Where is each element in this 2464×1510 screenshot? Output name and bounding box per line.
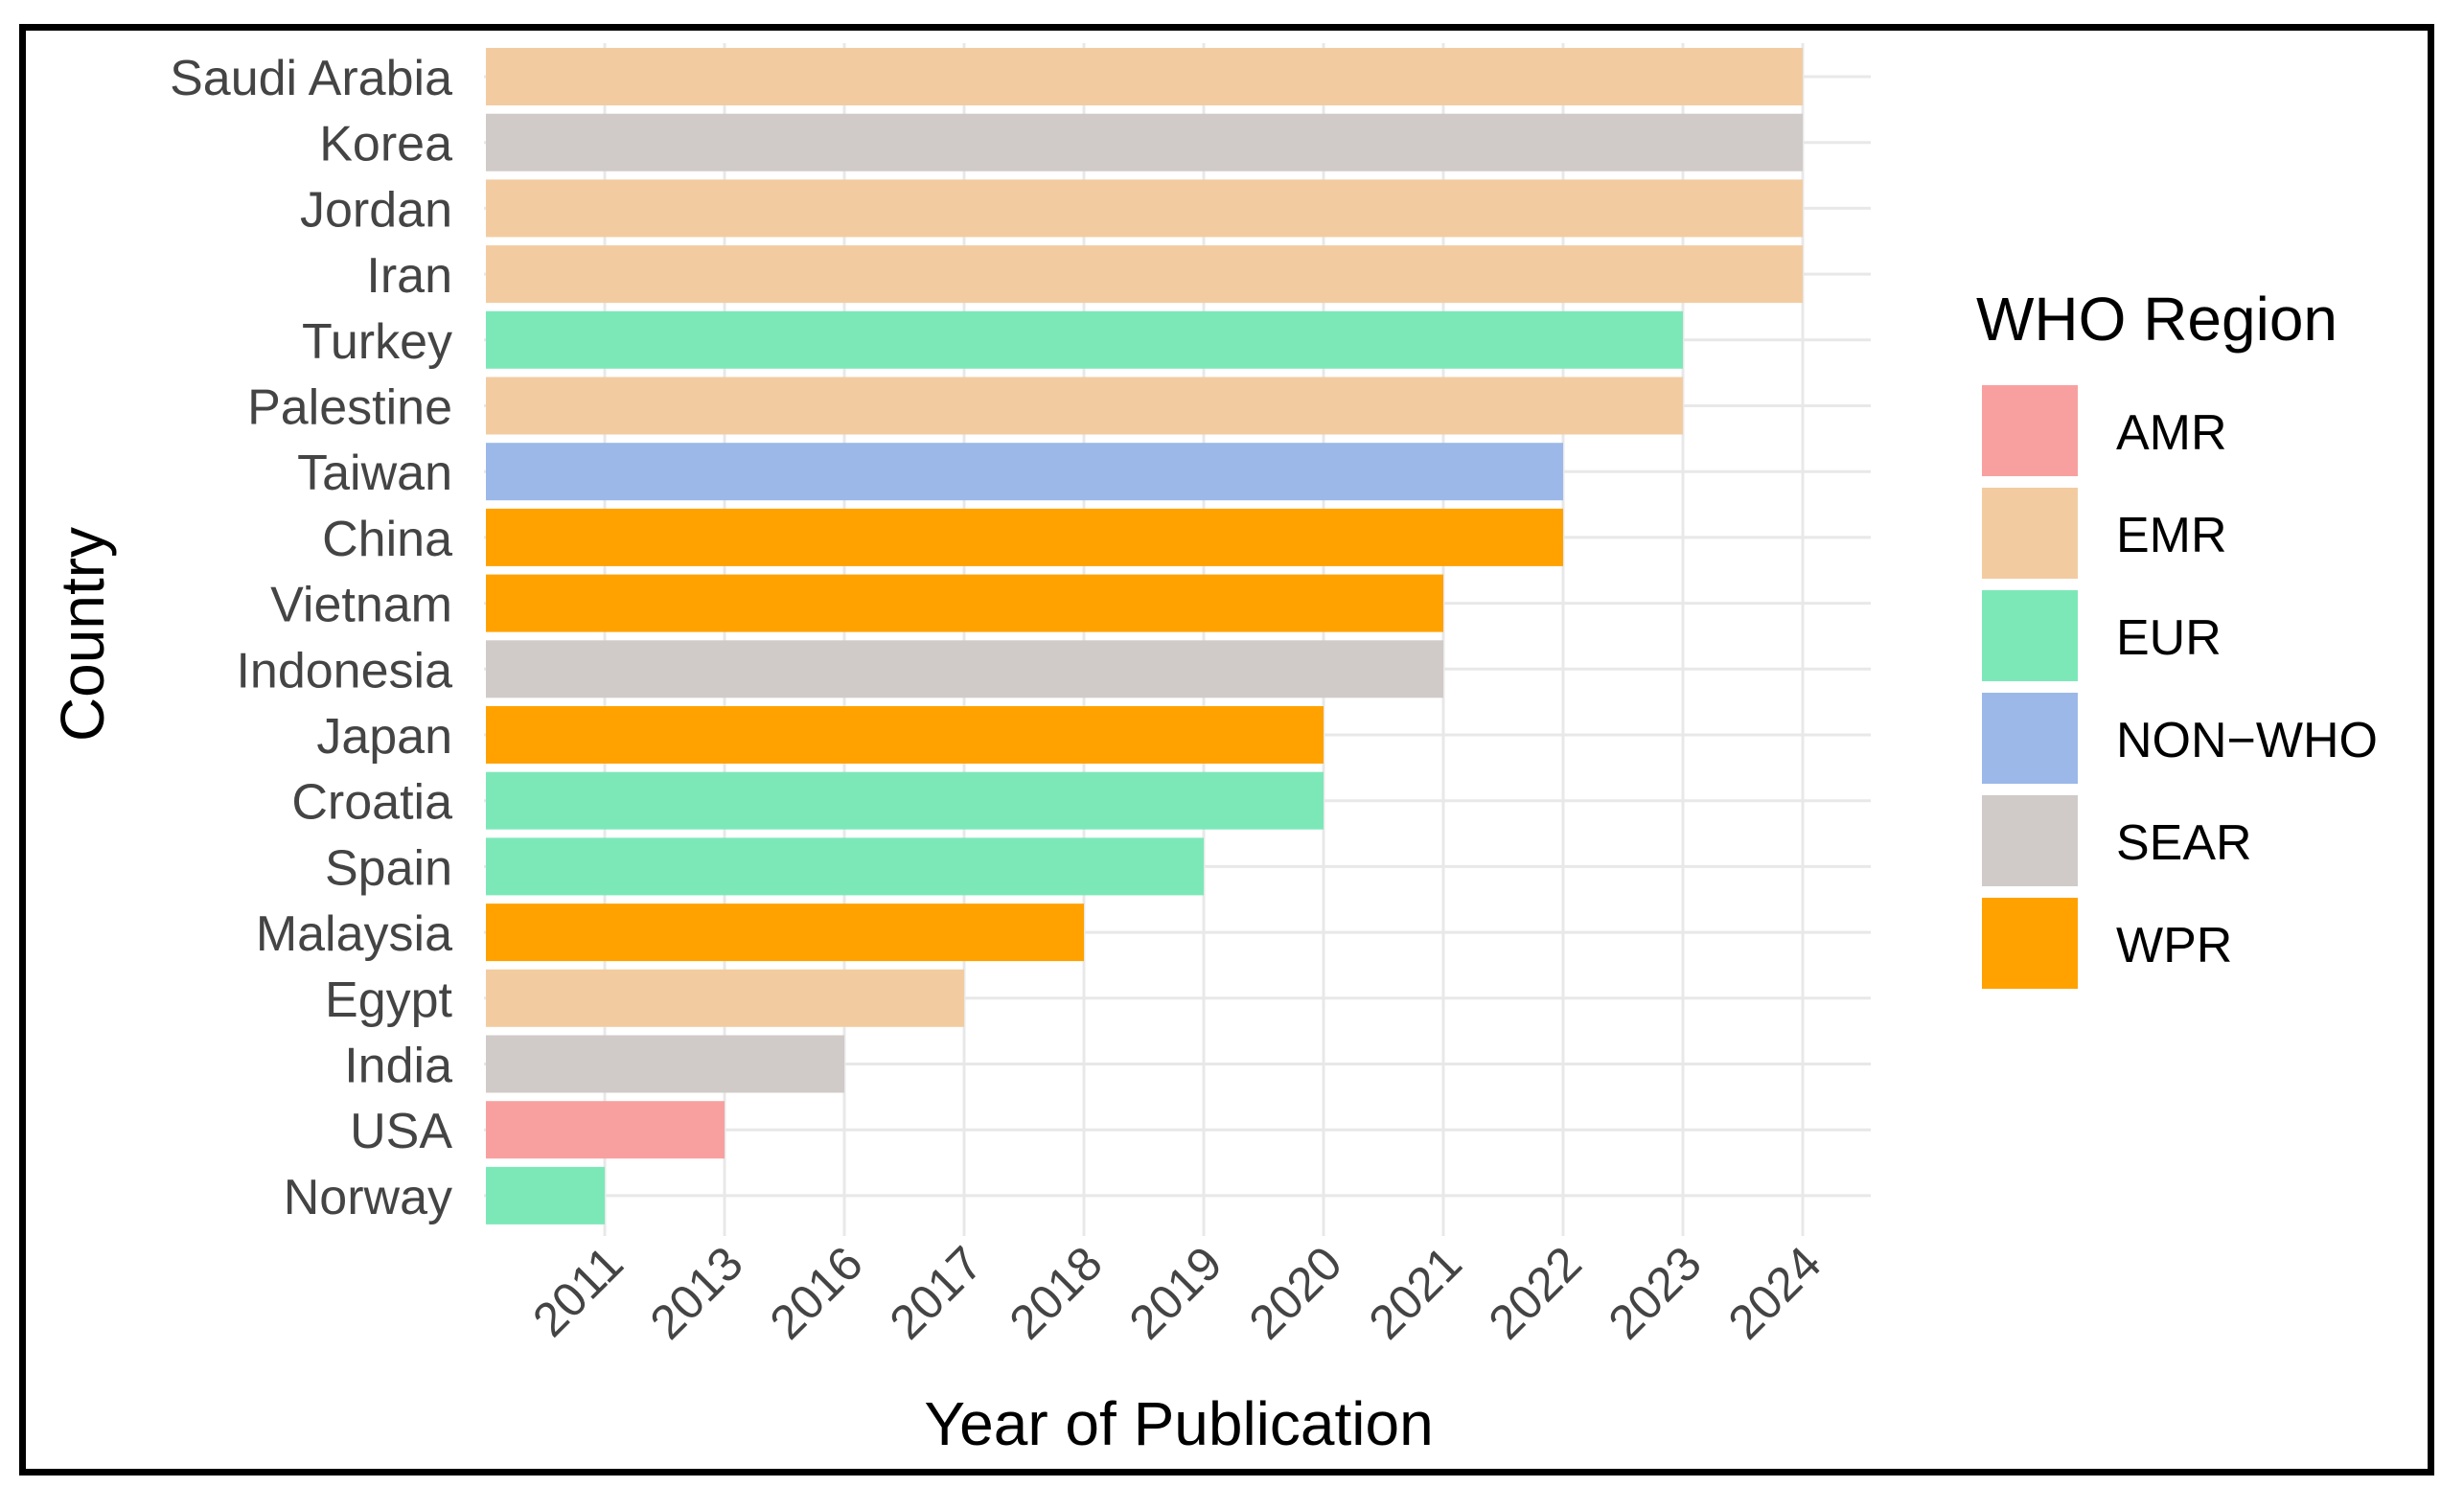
y-tick-label-china: China: [322, 512, 452, 567]
y-tick-label-croatia: Croatia: [291, 775, 452, 831]
y-tick-label-taiwan: Taiwan: [297, 446, 452, 501]
legend-label-eur: EUR: [2116, 610, 2222, 666]
x-tick-label-2021: 2021: [1359, 1236, 1472, 1349]
bar-spain: [486, 837, 1204, 896]
bar-turkey: [486, 310, 1683, 369]
legend-label-sear: SEAR: [2116, 815, 2252, 871]
bar-india: [486, 1035, 844, 1093]
x-tick-label-2011: 2011: [522, 1236, 633, 1347]
y-tick-label-malaysia: Malaysia: [256, 906, 452, 962]
y-tick-label-spain: Spain: [325, 840, 452, 896]
bar-saudi-arabia: [486, 48, 1803, 105]
bar-croatia: [486, 771, 1324, 830]
y-tick-labels: Saudi Arabia Korea Jordan Iran Turkey Palesti…: [170, 51, 452, 1225]
legend-label-wpr: WPR: [2116, 918, 2232, 973]
x-axis-title: Year of Publication: [924, 1389, 1433, 1458]
legend-title: WHO Region: [1976, 285, 2337, 354]
legend-label-amr: AMR: [2116, 405, 2227, 461]
y-axis-title: Country: [48, 527, 117, 742]
y-tick-label-indonesia: Indonesia: [236, 643, 452, 698]
y-tick-label-korea: Korea: [319, 117, 452, 172]
y-tick-label-usa: USA: [350, 1104, 452, 1159]
y-tick-label-iran: Iran: [366, 248, 452, 304]
legend-items: AMR EMR EUR NON−WHO SEAR WPR: [1982, 385, 2378, 989]
legend-label-emr: EMR: [2116, 508, 2227, 563]
x-tick-label-2024: 2024: [1718, 1236, 1831, 1349]
y-tick-label-palestine: Palestine: [247, 380, 452, 436]
y-tick-label-saudi-arabia: Saudi Arabia: [170, 51, 452, 106]
y-tick-label-turkey: Turkey: [302, 314, 452, 370]
bar-vietnam: [486, 574, 1443, 632]
legend-swatch-sear: [1982, 795, 2078, 886]
y-tick-label-india: India: [344, 1039, 452, 1094]
x-tick-label-2013: 2013: [640, 1236, 753, 1349]
legend: WHO Region AMR EMR EUR NON−WHO SEAR WPR: [1976, 285, 2378, 989]
legend-swatch-wpr: [1982, 898, 2078, 989]
bar-jordan: [486, 179, 1803, 238]
bar-taiwan: [486, 443, 1563, 501]
bar-usa: [486, 1101, 725, 1159]
legend-swatch-eur: [1982, 590, 2078, 681]
bar-palestine: [486, 377, 1683, 435]
x-tick-label-2020: 2020: [1239, 1236, 1352, 1349]
x-tick-label-2018: 2018: [1000, 1236, 1113, 1349]
bars: [486, 48, 1803, 1224]
y-tick-label-jordan: Jordan: [300, 182, 452, 238]
bar-china: [486, 508, 1563, 566]
y-tick-label-japan: Japan: [316, 709, 452, 765]
y-tick-label-vietnam: Vietnam: [270, 578, 452, 633]
bar-indonesia: [486, 640, 1443, 698]
legend-swatch-emr: [1982, 488, 2078, 579]
x-tick-label-2023: 2023: [1599, 1236, 1712, 1349]
bar-egypt: [486, 969, 964, 1027]
bar-korea: [486, 113, 1803, 172]
x-tick-label-2017: 2017: [880, 1236, 993, 1349]
x-tick-label-2019: 2019: [1119, 1236, 1232, 1349]
legend-swatch-non-who: [1982, 693, 2078, 784]
bar-norway: [486, 1166, 605, 1224]
legend-swatch-amr: [1982, 385, 2078, 476]
legend-label-non-who: NON−WHO: [2116, 713, 2378, 768]
x-tick-label-2022: 2022: [1479, 1236, 1592, 1349]
x-tick-label-2016: 2016: [760, 1236, 873, 1349]
y-tick-label-norway: Norway: [284, 1170, 452, 1225]
bar-malaysia: [486, 904, 1084, 962]
x-tick-labels: 2011 2013 2016 2017 2018 2019 2020 2021 2022 2023…: [522, 1236, 1831, 1349]
bar-japan: [486, 706, 1324, 764]
y-tick-label-egypt: Egypt: [325, 972, 453, 1028]
bar-iran: [486, 245, 1803, 304]
